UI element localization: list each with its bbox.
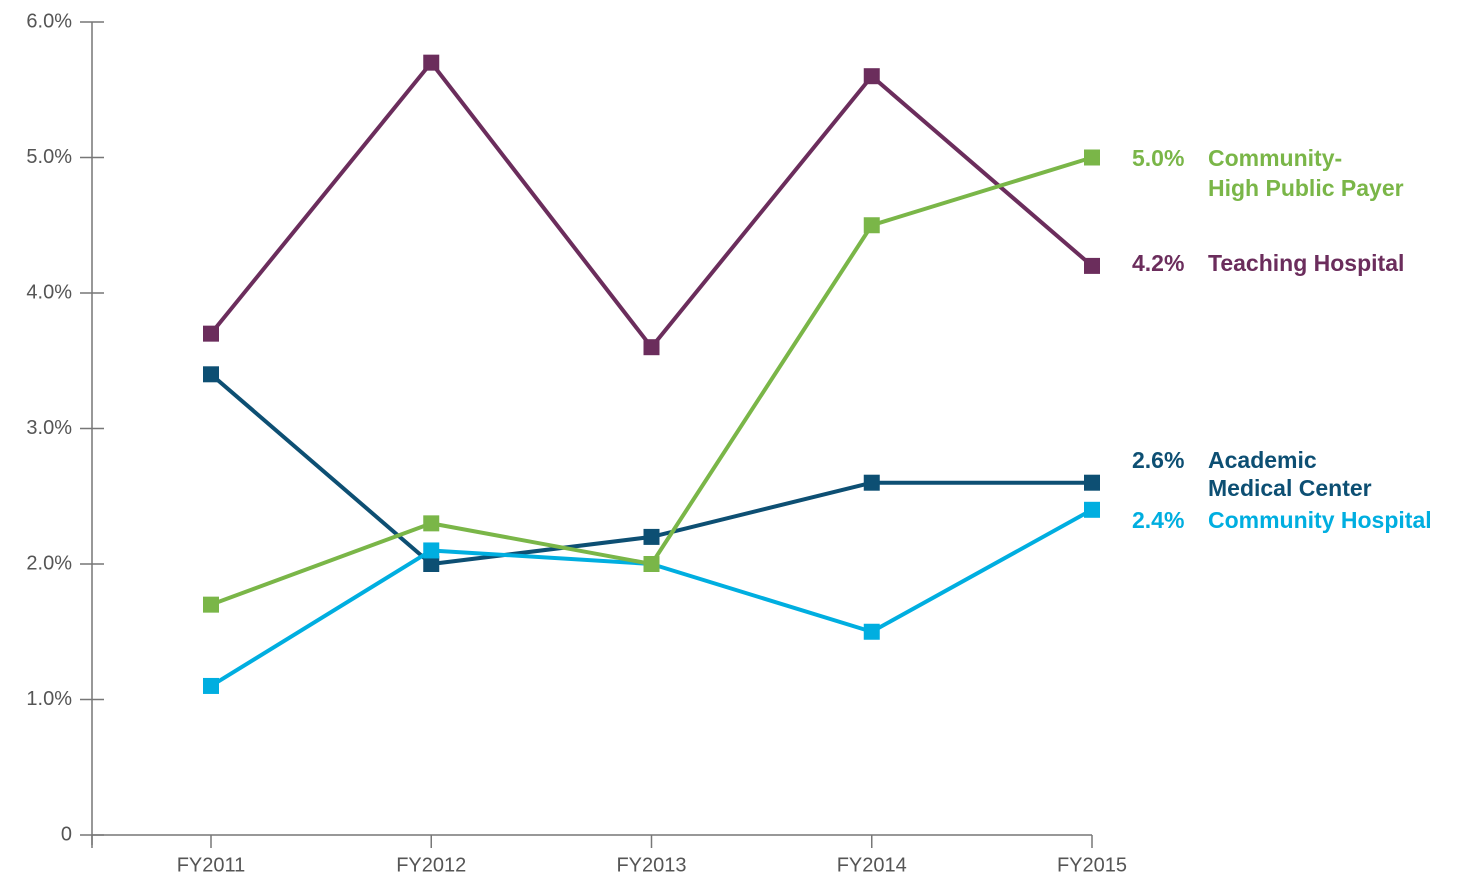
series-label: Community Hospital [1208,507,1432,533]
point-marker [643,556,660,572]
x-tick-label: FY2014 [837,854,907,876]
y-tick-label: 4.0% [26,281,72,303]
point-marker [863,68,880,85]
point-marker [1084,474,1100,491]
series-label: Academic [1208,447,1317,473]
x-tick-label: FY2013 [616,854,686,876]
point-marker [1084,257,1100,274]
value-label: 4.2% [1132,250,1184,276]
series-label: Community- [1208,145,1342,171]
series-label: Teaching Hospital [1208,250,1404,276]
point-marker [863,623,880,640]
point-marker [423,515,440,532]
point-marker [203,325,219,342]
y-tick-label: 3.0% [26,417,72,439]
point-marker [203,366,219,383]
point-marker [643,339,660,356]
point-marker [1084,149,1100,166]
point-marker [863,474,880,491]
x-tick-label: FY2011 [177,854,246,876]
series-label: Medical Center [1208,475,1372,501]
point-marker [863,217,880,234]
point-marker [203,677,219,694]
y-tick-label: 2.0% [26,552,72,574]
x-tick-label: FY2012 [396,854,466,876]
point-marker [1084,501,1100,518]
y-tick-label: 5.0% [26,146,72,168]
value-label: 2.6% [1132,447,1184,473]
y-tick-label: 6.0% [26,10,72,32]
x-tick-label: FY2015 [1057,854,1127,876]
series-line [209,60,1094,350]
point-marker [203,596,219,613]
point-marker [423,54,440,71]
point-marker [643,528,660,545]
value-label: 2.4% [1132,507,1184,533]
y-tick-label: 0 [61,823,72,845]
point-marker [423,556,440,572]
point-marker [423,542,440,559]
value-label: 5.0% [1132,145,1184,171]
series-label: High Public Payer [1208,175,1404,201]
y-tick-label: 1.0% [26,688,72,710]
